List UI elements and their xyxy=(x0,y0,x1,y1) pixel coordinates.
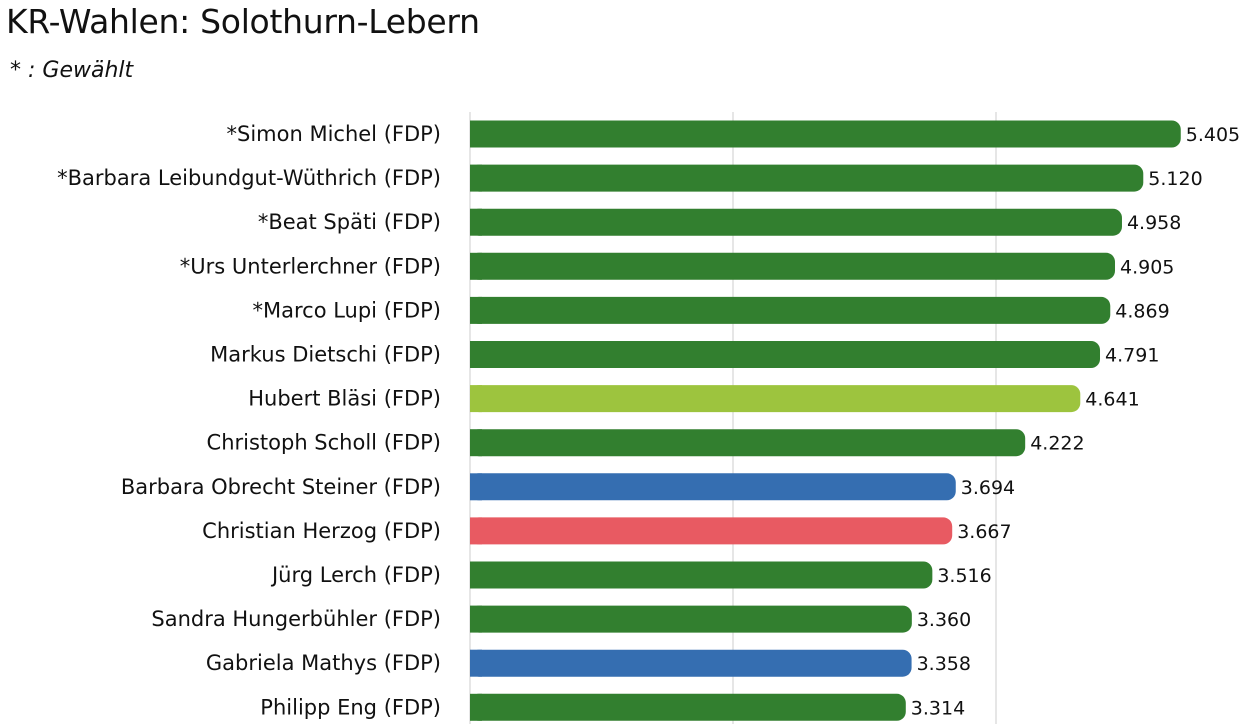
bar-base-12 xyxy=(470,649,482,677)
bar-7 xyxy=(470,429,1026,457)
bar-3 xyxy=(470,252,1116,280)
category-label-12: Gabriela Mathys (FDP) xyxy=(206,651,441,675)
category-label-1: *Barbara Leibundgut-Wüthrich (FDP) xyxy=(57,166,441,190)
bar-11 xyxy=(470,605,912,633)
bar-2 xyxy=(470,208,1122,236)
bar-base-3 xyxy=(470,252,482,280)
bar-4 xyxy=(470,296,1111,324)
category-label-10: Jürg Lerch (FDP) xyxy=(270,563,441,587)
bar-base-13 xyxy=(470,693,482,721)
category-label-9: Christian Herzog (FDP) xyxy=(202,519,441,543)
category-labels: *Simon Michel (FDP) *Barbara Leibundgut-W… xyxy=(57,122,441,719)
category-label-0: *Simon Michel (FDP) xyxy=(227,122,442,146)
value-label-5: 4.791 xyxy=(1105,345,1159,367)
bar-base-9 xyxy=(470,517,482,545)
bar-5 xyxy=(470,341,1101,368)
value-label-3: 4.905 xyxy=(1120,256,1174,278)
value-label-0: 5.405 xyxy=(1186,124,1240,146)
bar-base-6 xyxy=(470,385,482,413)
value-label-8: 3.694 xyxy=(961,477,1015,499)
value-label-11: 3.360 xyxy=(917,609,971,631)
category-label-6: Hubert Bläsi (FDP) xyxy=(248,387,441,411)
bar-6 xyxy=(470,385,1081,413)
chart-subtitle: * : Gewählt xyxy=(10,58,134,83)
bar-13 xyxy=(470,693,906,721)
bar-base-10 xyxy=(470,561,482,589)
value-label-9: 3.667 xyxy=(957,521,1011,543)
category-label-3: *Urs Unterlerchner (FDP) xyxy=(180,254,441,278)
value-label-4: 4.869 xyxy=(1115,300,1169,322)
value-label-10: 3.516 xyxy=(937,565,991,587)
bars xyxy=(470,120,1181,721)
bar-1 xyxy=(470,164,1144,192)
bar-base-2 xyxy=(470,208,482,236)
category-label-4: *Marco Lupi (FDP) xyxy=(252,298,441,322)
value-label-2: 4.958 xyxy=(1127,212,1181,234)
category-label-7: Christoph Scholl (FDP) xyxy=(207,431,441,455)
chart-title: KR-Wahlen: Solothurn-Lebern xyxy=(6,2,480,41)
category-label-11: Sandra Hungerbühler (FDP) xyxy=(151,607,441,631)
category-label-2: *Beat Späti (FDP) xyxy=(258,210,441,234)
bar-8 xyxy=(470,473,956,501)
bar-10 xyxy=(470,561,933,589)
bar-12 xyxy=(470,649,912,677)
value-label-13: 3.314 xyxy=(911,697,965,719)
bar-base-7 xyxy=(470,429,482,457)
bar-base-1 xyxy=(470,164,482,192)
bar-0 xyxy=(470,120,1181,148)
value-label-12: 3.358 xyxy=(917,653,971,675)
value-label-6: 4.641 xyxy=(1085,389,1139,411)
bar-base-4 xyxy=(470,296,482,324)
value-label-7: 4.222 xyxy=(1030,433,1084,455)
bar-base-8 xyxy=(470,473,482,501)
value-label-1: 5.120 xyxy=(1148,168,1202,190)
category-label-8: Barbara Obrecht Steiner (FDP) xyxy=(121,475,441,499)
value-labels: 5.405 5.120 4.958 4.905 4.869 4.791 4.6414.222… xyxy=(911,124,1240,719)
bar-base-0 xyxy=(470,120,482,148)
bar-9 xyxy=(470,517,953,545)
category-label-5: Markus Dietschi (FDP) xyxy=(210,343,441,367)
bar-base-11 xyxy=(470,605,482,633)
category-label-13: Philipp Eng (FDP) xyxy=(260,695,441,719)
bar-base-5 xyxy=(470,341,482,368)
